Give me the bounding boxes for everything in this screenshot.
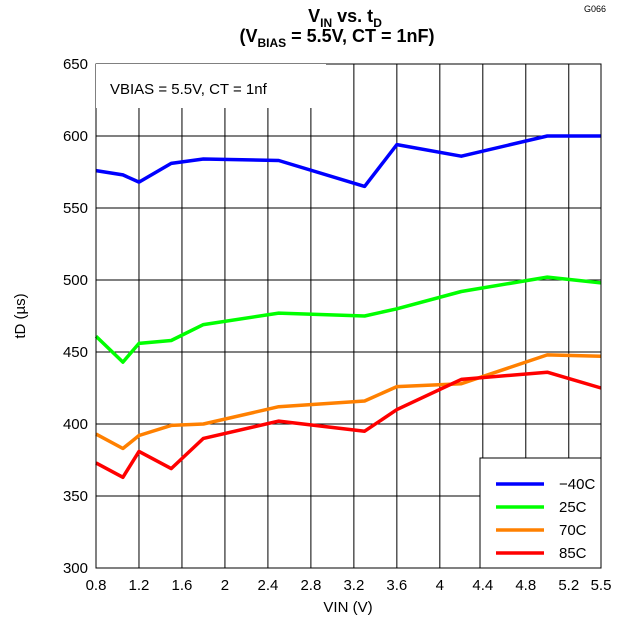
- x-tick-label: 2.4: [257, 577, 278, 594]
- annotation-box: [96, 64, 326, 108]
- legend-box: [479, 457, 602, 569]
- y-tick-label: 300: [63, 560, 88, 577]
- figure-code: G066: [584, 4, 606, 14]
- plot-frame: [95, 63, 602, 569]
- legend-label-2: 25C: [559, 499, 587, 516]
- y-tick-labels: 300 350 400 450 500 550 600 650: [63, 56, 88, 577]
- x-axis-label: VIN (V): [323, 599, 372, 616]
- x-tick-label: 5.2: [558, 577, 579, 594]
- annotation-text: VBIAS = 5.5V, CT = 1nf: [110, 81, 268, 98]
- y-tick-label: 600: [63, 128, 88, 145]
- series-line-3: [95, 353, 602, 451]
- x-tick-label: 4.4: [472, 577, 493, 594]
- x-tick-label: 3.2: [343, 577, 364, 594]
- x-tick-label: 2.8: [300, 577, 321, 594]
- x-tick-label: 5.5: [591, 577, 612, 594]
- y-tick-label: 350: [63, 488, 88, 505]
- y-tick-label: 450: [63, 344, 88, 361]
- title-vs: vs. t: [332, 6, 373, 26]
- x-tick-label: 3.6: [386, 577, 407, 594]
- y-tick-label: 500: [63, 272, 88, 289]
- x-tick-label: 2: [221, 577, 229, 594]
- title-sub-in: IN: [320, 16, 332, 30]
- y-tick-label: 550: [63, 200, 88, 217]
- y-tick-label: 400: [63, 416, 88, 433]
- series-layer: [94, 134, 602, 480]
- title-v: V: [308, 6, 320, 26]
- legend-label-4: 85C: [559, 545, 587, 562]
- x-tick-labels: 0.8 1.2 1.6 2 2.4 2.8 3.2 3.6 4 4.4 4.8 5.2 5.5: [86, 577, 612, 594]
- y-tick-label: 650: [63, 56, 88, 73]
- title-sub-d: D: [373, 16, 382, 30]
- chart-title-line2: (VBIAS = 5.5V, CT = 1nF): [239, 26, 434, 50]
- x-tick-label: 0.8: [86, 577, 107, 594]
- legend-label-3: 70C: [559, 522, 587, 539]
- x-tick-label: 1.6: [172, 577, 193, 594]
- legend: −40C 25C 70C 85C: [479, 457, 602, 569]
- series-line-1: [95, 134, 601, 189]
- title2-sub-bias: BIAS: [257, 36, 286, 50]
- series-line-4: [95, 370, 602, 480]
- y-axis-label: tD (µs): [12, 293, 29, 338]
- chart-title-line1: VIN vs. tD: [308, 6, 382, 30]
- series-line-2: [94, 275, 602, 364]
- legend-label-1: −40C: [559, 476, 595, 493]
- title2-rest: = 5.5V, CT = 1nF): [286, 26, 434, 46]
- x-tick-label: 4: [436, 577, 444, 594]
- x-tick-label: 4.8: [515, 577, 536, 594]
- title2-open: (V: [239, 26, 257, 46]
- x-tick-label: 1.2: [129, 577, 150, 594]
